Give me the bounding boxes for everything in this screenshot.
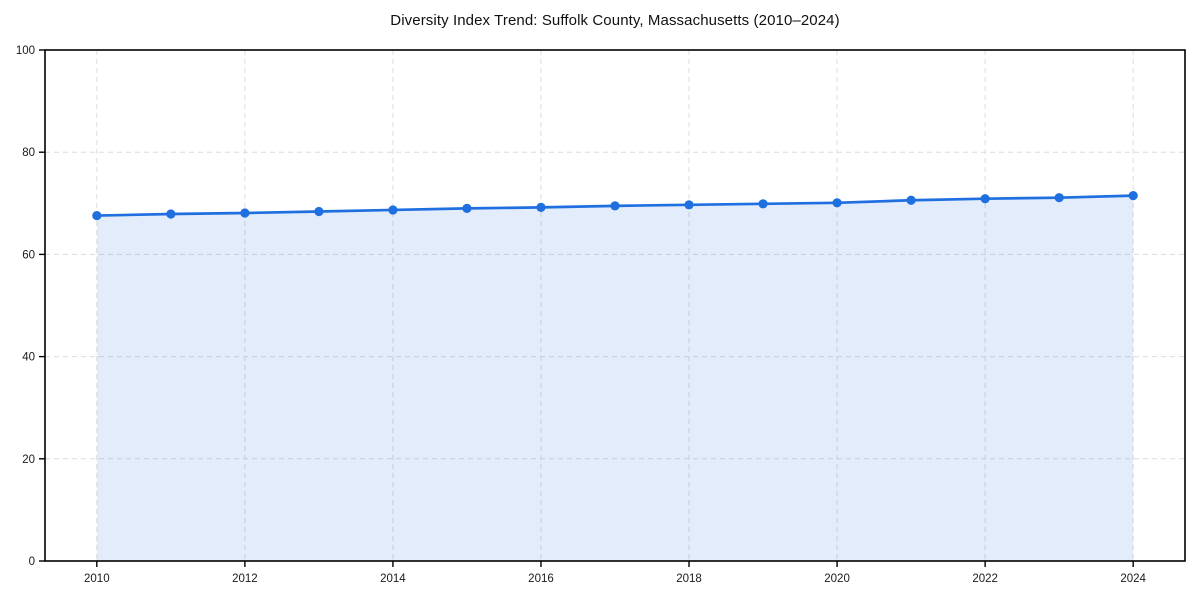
x-tick-label: 2010 bbox=[84, 573, 110, 585]
y-tick-label: 0 bbox=[29, 556, 35, 568]
data-point bbox=[1054, 193, 1064, 203]
area-fill bbox=[96, 195, 1134, 561]
data-point bbox=[906, 195, 916, 205]
y-tick-label: 60 bbox=[22, 249, 35, 261]
x-tick-label: 2022 bbox=[972, 573, 998, 585]
y-tick-label: 80 bbox=[22, 147, 35, 159]
data-point bbox=[388, 205, 398, 215]
data-point bbox=[758, 199, 768, 209]
x-tick-label: 2024 bbox=[1120, 573, 1146, 585]
y-tick-label: 20 bbox=[22, 454, 35, 466]
x-tick-label: 2020 bbox=[824, 573, 850, 585]
y-tick-label: 100 bbox=[16, 45, 35, 57]
data-point bbox=[1128, 191, 1138, 201]
chart-title: Diversity Index Trend: Suffolk County, M… bbox=[390, 12, 840, 29]
y-tick-label: 40 bbox=[22, 352, 35, 364]
data-point bbox=[832, 198, 842, 208]
data-point bbox=[166, 209, 176, 219]
data-point bbox=[92, 210, 102, 221]
x-tick-label: 2012 bbox=[232, 573, 258, 585]
data-point bbox=[980, 194, 990, 204]
x-tick-label: 2018 bbox=[676, 573, 702, 585]
x-tick-label: 2014 bbox=[380, 573, 406, 585]
data-point bbox=[610, 201, 620, 211]
data-point bbox=[462, 203, 472, 214]
data-point bbox=[684, 200, 694, 210]
data-point bbox=[536, 202, 546, 212]
axis-frame bbox=[44, 49, 1186, 562]
x-tick-label: 2016 bbox=[528, 573, 554, 585]
data-point bbox=[314, 206, 324, 217]
data-point bbox=[240, 208, 250, 218]
